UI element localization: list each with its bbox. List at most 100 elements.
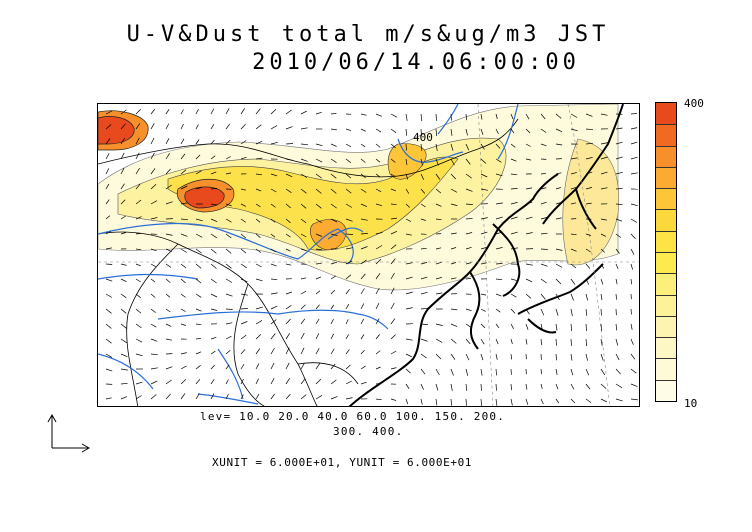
wind-arrow [510,188,518,190]
wind-arrow [105,138,111,145]
wind-arrow [375,334,380,340]
wind-arrow [285,158,293,161]
wind-arrow [120,183,125,190]
wind-arrow [540,338,543,346]
wind-arrow [555,368,558,375]
wind-arrow [330,304,335,310]
wind-arrow [315,248,323,251]
wind-arrow [435,276,442,280]
wind-arrow [105,323,112,329]
wind-arrow [270,233,276,238]
wind-arrow [495,383,497,391]
wind-arrow [540,201,547,205]
wind-arrow [630,113,637,115]
wind-arrow [150,278,156,283]
wind-arrow [375,203,383,207]
wind-arrow [255,157,263,160]
wind-arrow [255,306,263,310]
wind-arrow [240,379,244,385]
wind-arrow [570,308,573,316]
wind-arrow [390,302,395,310]
wind-arrow [630,233,636,239]
wind-arrow [255,278,263,282]
wind-arrow [540,143,547,147]
wind-arrow [165,366,173,370]
wind-arrow [270,333,276,340]
wind-arrow [585,323,587,332]
wind-arrow [210,293,218,298]
wind-arrow [210,278,217,284]
wind-arrow [240,308,248,310]
wind-arrow [300,332,305,340]
wind-arrow [240,188,246,191]
wind-arrow [450,368,454,376]
wind-arrow [405,113,408,121]
wind-arrow [570,263,577,269]
wind-arrow [330,233,338,237]
wind-arrow [270,125,278,130]
wind-arrow [300,158,308,162]
wind-arrow [555,323,558,331]
wind-arrow [255,378,260,385]
wind-arrow [540,248,548,250]
wind-arrow [285,362,290,370]
wind-arrow [210,350,216,355]
wind-arrow [225,393,229,400]
wind-arrow [570,323,573,332]
wind-arrow [180,352,187,355]
wind-arrow [105,397,112,400]
wind-arrow [120,278,127,283]
wind-arrow [240,108,245,115]
wind-arrow [585,278,590,285]
wind-arrow [420,338,428,342]
wind-arrow [585,187,593,190]
unit-vector-scale: XUNIT = 6.000E+01, YUNIT = 6.000E+01 [212,456,473,469]
wind-arrow [555,278,562,285]
wind-arrow [330,218,338,223]
wind-arrow [300,277,307,280]
wind-arrow [585,128,594,131]
wind-arrow [585,368,590,376]
wind-arrow [195,393,200,400]
wind-arrow [345,349,350,355]
colorbar-segment [656,166,676,189]
wind-arrow [480,368,483,376]
wind-arrow [525,201,533,205]
wind-arrow [135,232,142,235]
wind-arrow [105,124,112,130]
colorbar-segment [656,103,676,125]
wind-arrow [420,218,426,221]
wind-arrow [300,304,306,310]
wind-arrow [330,158,337,163]
wind-arrow [405,173,409,180]
wind-arrow [480,143,485,150]
wind-arrow [405,188,410,194]
wind-arrow [405,158,408,166]
wind-arrow [450,128,453,136]
wind-arrow [180,308,186,312]
wind-arrow [495,128,499,135]
wind-arrow [300,378,306,385]
wind-arrow [255,203,261,208]
wind-arrow [345,274,352,280]
wind-arrow [255,233,261,238]
wind-arrow [405,291,413,295]
wind-arrow [510,293,517,298]
wind-arrow [585,171,593,175]
wind-arrow [135,278,141,283]
wind-arrow [285,126,293,130]
wind-arrow [315,333,320,340]
wind-arrow [150,263,156,268]
wind-arrow [165,379,172,385]
wind-arrow [405,307,413,310]
wind-arrow [120,353,128,358]
contour-levels-line2: 300. 400. [333,425,404,438]
wind-arrow [345,203,353,208]
wind-arrow [420,291,428,295]
wind-arrow [210,393,215,400]
wind-arrow [435,143,438,151]
wind-arrow [240,349,246,355]
wind-arrow [285,143,294,145]
wind-arrow [345,247,353,250]
wind-arrow [240,233,247,239]
